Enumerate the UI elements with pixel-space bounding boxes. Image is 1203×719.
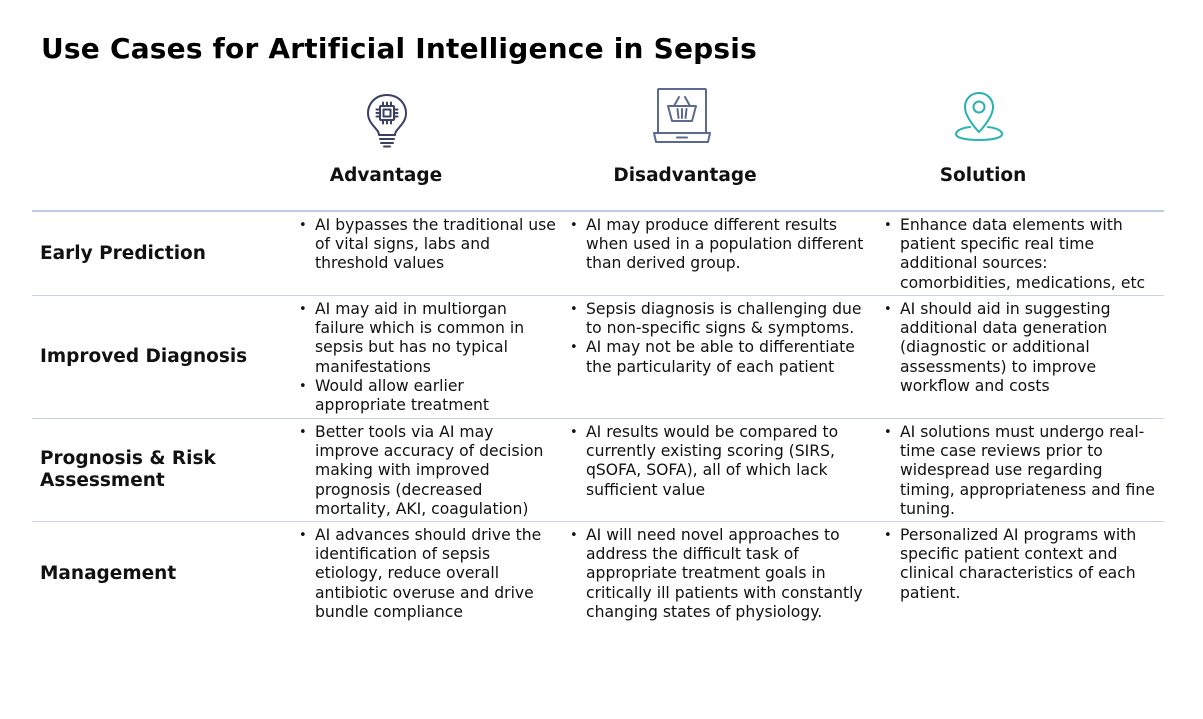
cell-prognosis-solution: AI solutions must undergo real-time case… <box>881 423 1161 519</box>
bullet-item: Better tools via AI may improve accuracy… <box>296 423 556 519</box>
row-divider <box>32 295 1164 296</box>
column-header-solution: Solution <box>939 165 1027 186</box>
row-divider <box>32 521 1164 522</box>
cell-management-disadvantage: AI will need novel approaches to address… <box>567 526 875 622</box>
bullet-item: Personalized AI programs with specific p… <box>881 526 1161 603</box>
column-header-advantage: Advantage <box>329 165 443 186</box>
bullet-item: AI may produce different results when us… <box>567 216 875 274</box>
bullet-item: AI may not be able to differentiate the … <box>567 338 875 376</box>
bullet-item: Sepsis diagnosis is challenging due to n… <box>567 300 875 338</box>
row-label-early-prediction: Early Prediction <box>40 243 206 264</box>
bullet-item: AI advances should drive the identificat… <box>296 526 556 622</box>
cell-early-prediction-advantage: AI bypasses the traditional use of vital… <box>296 216 556 274</box>
row-label-improved-diagnosis: Improved Diagnosis <box>40 346 248 367</box>
cell-management-solution: Personalized AI programs with specific p… <box>881 526 1161 603</box>
row-label-management: Management <box>40 563 177 584</box>
bullet-item: AI should aid in suggesting additional d… <box>881 300 1161 396</box>
cell-improved-diagnosis-solution: AI should aid in suggesting additional d… <box>881 300 1161 396</box>
cell-management-advantage: AI advances should drive the identificat… <box>296 526 556 622</box>
bullet-item: Enhance data elements with patient speci… <box>881 216 1161 293</box>
bullet-item: Would allow earlier appropriate treatmen… <box>296 377 556 415</box>
cell-early-prediction-solution: Enhance data elements with patient speci… <box>881 216 1161 293</box>
cell-improved-diagnosis-advantage: AI may aid in multiorgan failure which i… <box>296 300 556 415</box>
cell-prognosis-advantage: Better tools via AI may improve accuracy… <box>296 423 556 519</box>
laptop-shopping-basket-icon <box>651 86 713 148</box>
bullet-item: AI bypasses the traditional use of vital… <box>296 216 556 274</box>
bullet-item: AI will need novel approaches to address… <box>567 526 875 622</box>
row-label-prognosis-risk-assessment: Prognosis & Risk Assessment <box>40 448 216 491</box>
cell-improved-diagnosis-disadvantage: Sepsis diagnosis is challenging due to n… <box>567 300 875 377</box>
bullet-item: AI may aid in multiorgan failure which i… <box>296 300 556 377</box>
row-divider <box>32 418 1164 419</box>
cell-prognosis-disadvantage: AI results would be compared to currentl… <box>567 423 875 500</box>
location-pin-icon <box>953 90 1005 142</box>
bullet-item: AI results would be compared to currentl… <box>567 423 875 500</box>
column-header-disadvantage: Disadvantage <box>613 165 757 186</box>
ai-chip-lightbulb-icon <box>364 92 410 148</box>
bullet-item: AI solutions must undergo real-time case… <box>881 423 1161 519</box>
page-title: Use Cases for Artificial Intelligence in… <box>41 32 757 65</box>
cell-early-prediction-disadvantage: AI may produce different results when us… <box>567 216 875 274</box>
header-divider <box>32 210 1164 212</box>
